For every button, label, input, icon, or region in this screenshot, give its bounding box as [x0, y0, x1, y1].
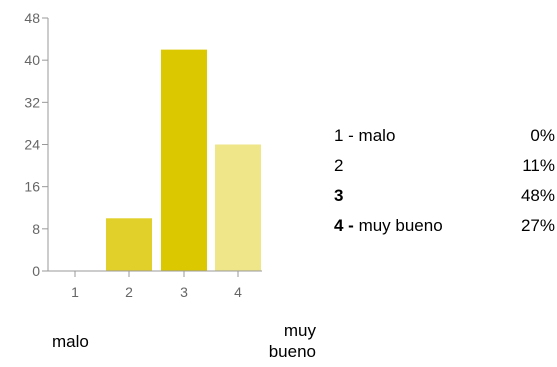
x-tick-label: 3	[180, 284, 188, 300]
y-tick-label: 32	[24, 94, 40, 110]
legend-percent-1: 0%	[530, 126, 555, 145]
legend-row-3: 3 48%	[334, 181, 555, 211]
y-tick-label: 24	[24, 137, 40, 153]
legend-row-1: 1 - malo 0%	[334, 121, 555, 151]
legend-percent-4: 27%	[520, 216, 555, 235]
bar-2	[106, 218, 152, 271]
x-tick-label: 2	[125, 284, 133, 300]
y-tick-label: 0	[32, 263, 40, 279]
x-axis-ticks: 1 2 3 4	[71, 271, 242, 300]
y-tick-label: 40	[24, 52, 40, 68]
legend-label-2: 2	[334, 156, 344, 175]
legend-label-3: 3	[334, 186, 344, 205]
percentage-legend: 1 - malo 0% 2 11% 3 48% 4 - muy bueno 27…	[334, 121, 555, 241]
bar-chart: 0 8 16 24 32 40 48 1 2 3 4	[24, 10, 262, 300]
legend-percent-3: 48%	[520, 186, 555, 205]
legend-percent-2: 11%	[522, 156, 555, 175]
scale-high-label: muy bueno	[246, 320, 316, 362]
y-tick-label: 48	[24, 10, 40, 26]
bar-3	[161, 49, 207, 271]
legend-label-4: 4 - muy bueno	[334, 216, 443, 235]
bars	[106, 49, 261, 271]
scale-high-label-line1: muy	[283, 321, 316, 340]
scale-low-label: malo	[52, 332, 89, 351]
y-tick-label: 16	[24, 179, 40, 195]
y-tick-label: 8	[32, 221, 40, 237]
y-axis-ticks: 0 8 16 24 32 40 48	[24, 10, 48, 279]
legend-row-4: 4 - muy bueno 27%	[334, 211, 555, 241]
bar-4	[215, 144, 261, 271]
legend-label-1: 1 - malo	[334, 126, 396, 145]
scale-high-label-line2: bueno	[268, 342, 316, 361]
legend-row-2: 2 11%	[334, 151, 555, 181]
x-tick-label: 1	[71, 284, 79, 300]
x-tick-label: 4	[234, 284, 242, 300]
